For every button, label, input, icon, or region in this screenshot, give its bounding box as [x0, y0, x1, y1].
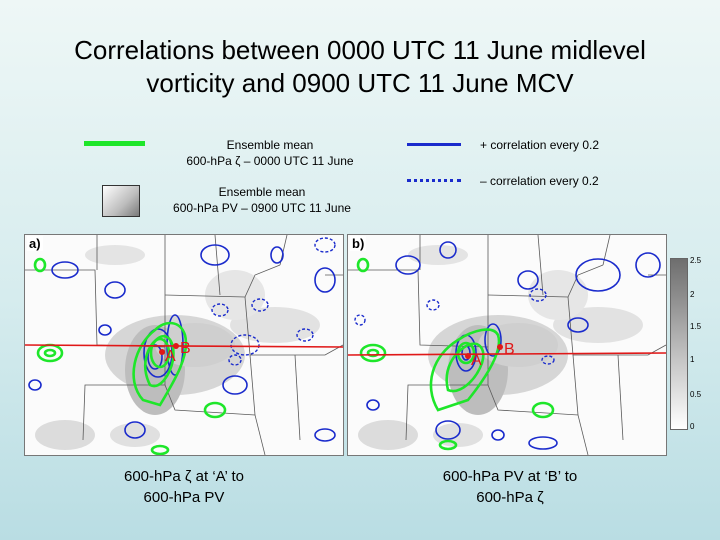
legend-green-line-2: 600-hPa ζ – 0000 UTC 11 June: [186, 154, 354, 168]
negative-correlation-contours: [354, 288, 555, 365]
panel-b-caption-line-1: 600-hPa PV at ‘B’ to: [442, 468, 578, 485]
point-b-marker: [173, 343, 179, 349]
legend-green-text: Ensemble mean 600-hPa ζ – 0000 UTC 11 Ju…: [150, 137, 390, 169]
panel-b-tag: b): [350, 236, 367, 251]
colorbar-tick: 1: [690, 355, 695, 364]
vorticity-contours: [356, 257, 555, 451]
panel-a-caption: 600-hPa ζ at ‘A’ to 600-hPa PV: [84, 466, 284, 508]
map-panel-a-graphic: A B: [25, 235, 343, 455]
legend-positive-swatch: [407, 143, 461, 146]
state-boundaries: [348, 235, 666, 455]
legend-shade-line-1: Ensemble mean: [218, 185, 306, 199]
map-panel-a: A B a): [24, 234, 344, 456]
colorbar-tick: 2: [690, 290, 695, 299]
point-b-marker: [497, 344, 503, 350]
title-line-2: vorticity and 0900 UTC 11 June MCV: [146, 68, 574, 98]
cross-section-line: [348, 352, 666, 356]
legend-negative-swatch: [407, 179, 461, 182]
positive-correlation-contours: [366, 241, 661, 450]
legend-shade-line-2: 600-hPa PV – 0900 UTC 11 June: [173, 201, 351, 215]
legend-green-line-1: Ensemble mean: [226, 138, 314, 152]
legend-green-swatch: [84, 141, 145, 146]
panel-a-caption-line-1: 600-hPa ζ at ‘A’ to: [123, 468, 244, 485]
colorbar-tick: 0: [690, 422, 695, 431]
point-a-marker: [159, 349, 165, 355]
map-panel-b-graphic: A B: [348, 235, 666, 455]
title-line-1: Correlations between 0000 UTC 11 June mi…: [74, 35, 646, 65]
legend-positive-text: + correlation every 0.2: [480, 138, 600, 152]
legend-shade-text: Ensemble mean 600-hPa PV – 0900 UTC 11 J…: [150, 184, 374, 216]
panel-b-caption: 600-hPa PV at ‘B’ to 600-hPa ζ: [410, 466, 610, 508]
slide-title: Correlations between 0000 UTC 11 June mi…: [0, 34, 720, 100]
cross-section-line: [25, 344, 343, 348]
negative-correlation-contours: [211, 237, 336, 366]
panel-b-caption-line-2: 600-hPa ζ: [476, 489, 544, 506]
map-panel-b: A B b): [347, 234, 667, 456]
panel-a-tag: a): [27, 236, 43, 251]
point-b-label: B: [180, 340, 191, 357]
colorbar-tick: 2.5: [690, 256, 702, 265]
point-a-label: A: [165, 348, 176, 365]
point-a-marker: [465, 353, 471, 359]
panel-a-caption-line-2: 600-hPa PV: [143, 489, 225, 506]
legend-shade-swatch: [102, 185, 140, 217]
point-a-label: A: [471, 352, 482, 369]
pv-colorbar: [670, 258, 688, 430]
colorbar-tick: 1.5: [690, 322, 702, 331]
point-b-label: B: [504, 341, 515, 358]
colorbar-tick: 0.5: [690, 390, 702, 399]
legend-negative-text: – correlation every 0.2: [480, 174, 599, 188]
